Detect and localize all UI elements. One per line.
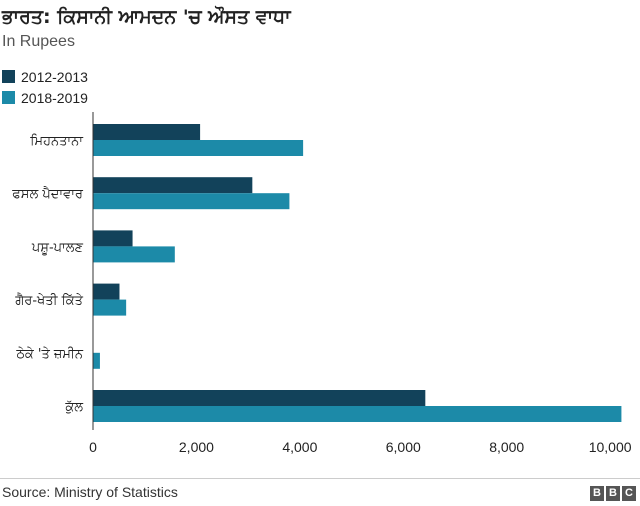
chart-subtitle: In Rupees (2, 33, 75, 50)
legend: 2012-2013 2018-2019 (2, 66, 88, 108)
bbc-logo-letter-2: B (606, 486, 620, 501)
x-tick-label: 2,000 (179, 439, 214, 455)
bar-chart: ਮਿਹਨਤਾਨਾ ਫਸਲ ਪੈਦਾਵਾਰ ਪਸ਼ੂ-ਪਾਲਣ ਗੈਰ-ਖੇਤੀ ਕਿੱ… (11, 112, 632, 455)
bar-2018-2019-2 (93, 193, 290, 210)
bbc-logo: B B C (590, 486, 636, 501)
bar-2018-2019-1 (93, 140, 304, 156)
bar-2018-2019-5 (93, 352, 100, 369)
category-label: ਠੇਕੇ 'ਤੇ ਜ਼ਮੀਨ (15, 347, 84, 362)
category-label: ਫਸਲ ਪੈਦਾਵਾਰ (11, 186, 84, 202)
bar-2018-2019-6 (93, 406, 622, 422)
chart-title: ਭਾਰਤ: ਕਿਸਾਨੀ ਆਮਦਨ 'ਚ ਔਸਤ ਵਾਧਾ (2, 6, 291, 28)
bar-2018-2019-3 (93, 246, 175, 263)
bar-2012-2013-1 (93, 124, 201, 140)
x-tick-label: 8,000 (489, 439, 524, 455)
bar-2018-2019-4 (93, 299, 127, 316)
legend-item-2012-2013: 2012-2013 (2, 66, 88, 87)
x-tick-label: 0 (89, 439, 97, 455)
bbc-logo-letter-1: B (590, 486, 604, 501)
legend-label-2012-2013: 2012-2013 (21, 68, 88, 85)
x-tick-label: 6,000 (386, 439, 421, 455)
bar-2012-2013-3 (93, 230, 133, 247)
category-label: ਕੁੱਲ (64, 400, 83, 415)
legend-item-2018-2019: 2018-2019 (2, 87, 88, 108)
bar-2012-2013-4 (93, 283, 120, 300)
x-tick-label: 4,000 (282, 439, 317, 455)
legend-swatch-2012-2013 (2, 70, 15, 83)
bbc-logo-letter-3: C (622, 486, 636, 501)
category-label: ਗੈਰ-ਖੇਤੀ ਕਿੱਤੇ (14, 293, 83, 309)
bar-2012-2013-2 (93, 177, 253, 194)
legend-label-2018-2019: 2018-2019 (21, 89, 88, 106)
x-tick-label: 10,000 (589, 439, 632, 455)
bar-2012-2013-6 (93, 390, 426, 406)
source-note: Source: Ministry of Statistics (2, 484, 178, 500)
category-label: ਪਸ਼ੂ-ਪਾਲਣ (31, 240, 84, 255)
legend-swatch-2018-2019 (2, 91, 15, 104)
footer-divider (0, 478, 640, 479)
category-label: ਮਿਹਨਤਾਨਾ (29, 134, 84, 149)
